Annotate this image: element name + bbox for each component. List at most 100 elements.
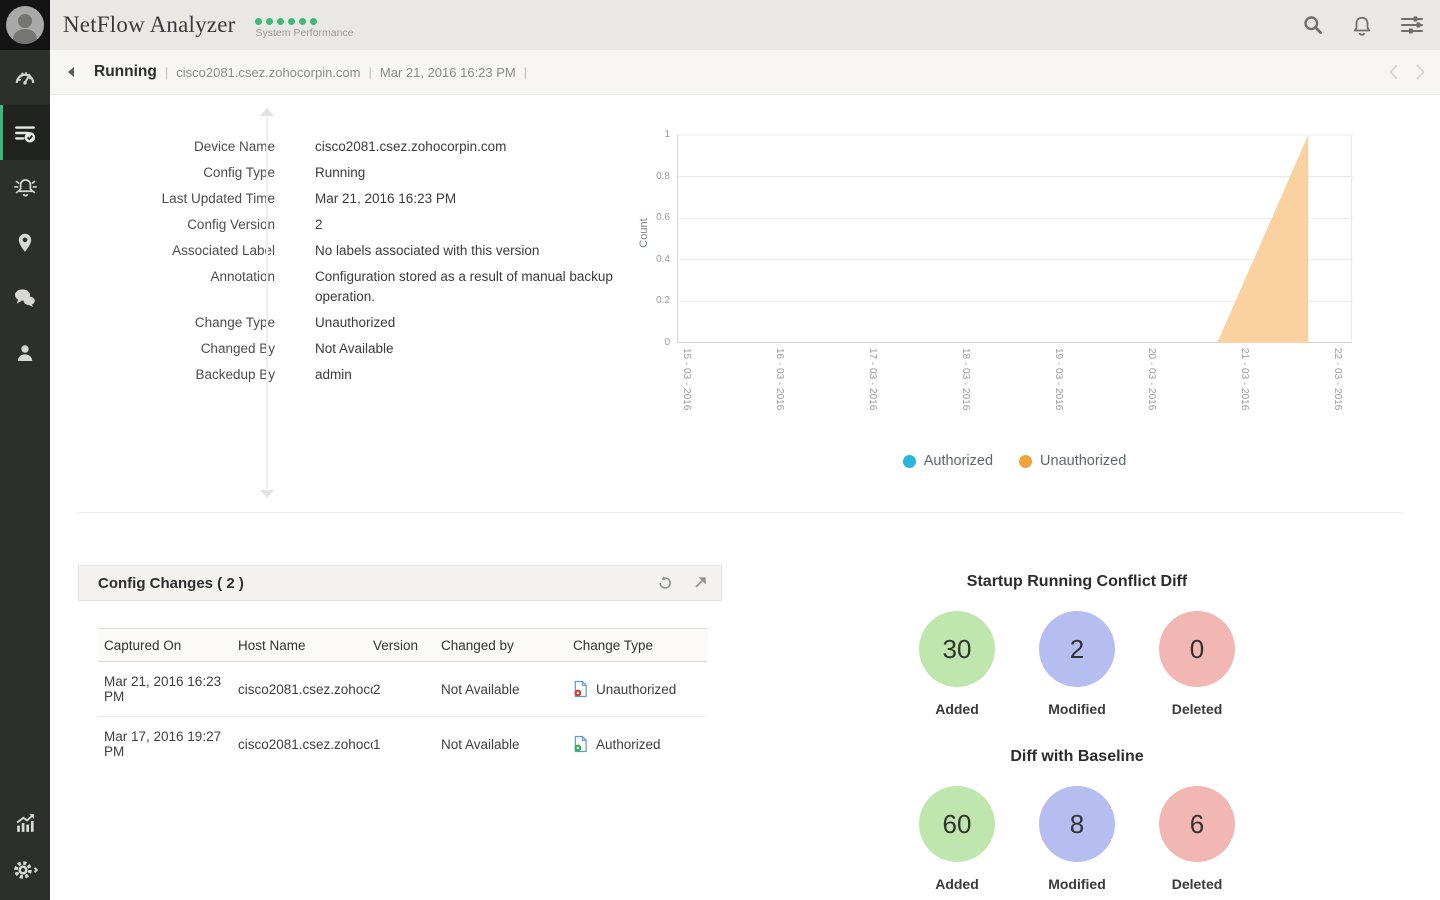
x-tick-label: 16 - 03 - 2016 (774, 348, 785, 411)
cell-change-type: Authorized (573, 735, 713, 753)
avatar[interactable] (0, 0, 50, 50)
x-tick-label: 21 - 03 - 2016 (1239, 348, 1250, 411)
status-label: System Performance (255, 26, 354, 39)
y-tick-label: 0 (664, 337, 670, 348)
sidebar-item-chat[interactable] (0, 270, 50, 325)
diff-circle[interactable]: 0 (1159, 611, 1235, 687)
config-changes-card-header: Config Changes ( 2 ) (78, 565, 722, 601)
detail-label: Associated Label (172, 243, 275, 258)
y-tick-label: 0.4 (656, 253, 670, 265)
startup-running-conflict-diff: Startup Running Conflict Diff 30 Added 2… (847, 573, 1307, 717)
expand-button[interactable] (693, 575, 707, 591)
stats-chart-icon (16, 813, 34, 832)
diff-circle[interactable]: 6 (1159, 786, 1235, 862)
legend-item-authorized[interactable]: Authorized (902, 453, 993, 469)
app-title: NetFlow Analyzer (63, 12, 236, 37)
unauthorized-area-series (1217, 135, 1309, 343)
quick-settings-button[interactable] (1400, 14, 1424, 36)
diff-item-added: 30 Added (907, 611, 1007, 717)
sidebar-item-maps[interactable] (0, 215, 50, 270)
breadcrumb-device: cisco2081.csez.zohocorpin.com (176, 64, 361, 80)
change-type-label: Authorized (596, 736, 661, 752)
avatar-image (6, 6, 44, 44)
notifications-button[interactable] (1351, 14, 1373, 37)
detail-row: Change Type Unauthorized (78, 313, 658, 333)
detail-value: No labels associated with this version (315, 243, 540, 258)
legend-dot (902, 454, 916, 468)
chevron-left-icon (1389, 64, 1398, 80)
diff-circle[interactable]: 60 (919, 786, 995, 862)
cell-captured-on: Mar 21, 2016 16:23 PM (104, 674, 222, 704)
sidebar-item-reports[interactable] (0, 798, 50, 846)
change-type-label: Unauthorized (596, 681, 677, 697)
diff-item-added: 60 Added (907, 786, 1007, 892)
detail-row: Associated Label No labels associated wit… (78, 241, 658, 261)
back-button[interactable] (68, 67, 74, 77)
diff-circle-label: Added (935, 876, 979, 892)
breadcrumb-separator: | (523, 64, 528, 80)
gear-icon (14, 861, 39, 879)
sidebar-item-settings[interactable] (0, 846, 50, 894)
diff-circle[interactable]: 8 (1039, 786, 1115, 862)
breadcrumb: Running | cisco2081.csez.zohocorpin.com … (50, 50, 1440, 95)
prev-button[interactable] (1388, 63, 1399, 81)
sidebar-item-dashboard[interactable] (0, 50, 50, 105)
config-changes-title: Config Changes ( 2 ) (98, 574, 244, 592)
sidebar-item-users[interactable] (0, 325, 50, 380)
breadcrumb-title: Running (94, 63, 157, 80)
config-file-unauthorized-icon (574, 680, 587, 698)
detail-row: Changed By Not Available (78, 339, 658, 359)
x-tick-label: 22 - 03 - 2016 (1332, 348, 1343, 411)
table-row[interactable]: Mar 17, 2016 19:27 PM cisco2081.csez.zoh… (98, 716, 707, 771)
chart-legend: Authorized Unauthorized (677, 453, 1352, 469)
system-performance-status[interactable]: System Performance (255, 12, 354, 39)
breadcrumb-separator: | (164, 64, 169, 80)
next-button[interactable] (1415, 63, 1426, 81)
status-dot (255, 17, 263, 25)
y-tick-label: 1 (664, 129, 670, 140)
config-file-authorized-icon (574, 735, 587, 753)
details-divider (260, 108, 274, 498)
refresh-icon (659, 576, 671, 589)
table-header-cell: Host Name (238, 637, 306, 653)
detail-label: Config Version (187, 217, 275, 232)
cell-host-name: cisco2081.csez.zohocc (238, 681, 373, 697)
x-tick-label: 15 - 03 - 2016 (681, 348, 692, 411)
status-dot (299, 17, 307, 25)
status-dot (266, 17, 274, 25)
search-button[interactable] (1302, 14, 1324, 36)
diff-item-deleted: 0 Deleted (1147, 611, 1247, 717)
status-dot (288, 17, 296, 25)
detail-value: Configuration stored as a result of manu… (315, 269, 613, 304)
table-row[interactable]: Mar 21, 2016 16:23 PM cisco2081.csez.zoh… (98, 662, 707, 716)
y-tick-label: 0.6 (656, 212, 670, 224)
status-dot (310, 17, 318, 25)
detail-value: cisco2081.csez.zohocorpin.com (315, 139, 507, 154)
sidebar-item-alarms[interactable] (0, 160, 50, 215)
resize-icon (695, 577, 706, 588)
sidebar-item-config-audit[interactable] (0, 105, 50, 160)
refresh-button[interactable] (657, 575, 673, 591)
legend-dot (1019, 454, 1033, 468)
breadcrumb-separator: | (368, 64, 372, 80)
diff-section-title: Startup Running Conflict Diff (966, 573, 1188, 590)
detail-row: Last Updated Time Mar 21, 2016 16:23 PM (78, 189, 658, 209)
table-header-cell: Change Type (573, 637, 654, 653)
detail-label: Annotation (210, 269, 275, 284)
table-header-cell: Changed by (441, 637, 514, 653)
top-header: NetFlow Analyzer System Performance (50, 0, 1440, 50)
diff-item-modified: 2 Modified (1027, 611, 1127, 717)
cell-captured-on: Mar 17, 2016 19:27 PM (104, 729, 222, 759)
sliders-icon (1401, 16, 1423, 34)
diff-circle-label: Modified (1048, 876, 1106, 892)
diff-circle[interactable]: 30 (919, 611, 995, 687)
diff-circle[interactable]: 2 (1039, 611, 1115, 687)
chevron-right-icon (1416, 64, 1425, 80)
alarm-bell-icon (13, 179, 37, 197)
detail-value: 2 (315, 217, 323, 232)
legend-item-unauthorized[interactable]: Unauthorized (1019, 453, 1126, 469)
diff-section-title: Diff with Baseline (1010, 748, 1144, 765)
user-icon (17, 344, 33, 361)
cell-version: 1 (373, 736, 381, 752)
